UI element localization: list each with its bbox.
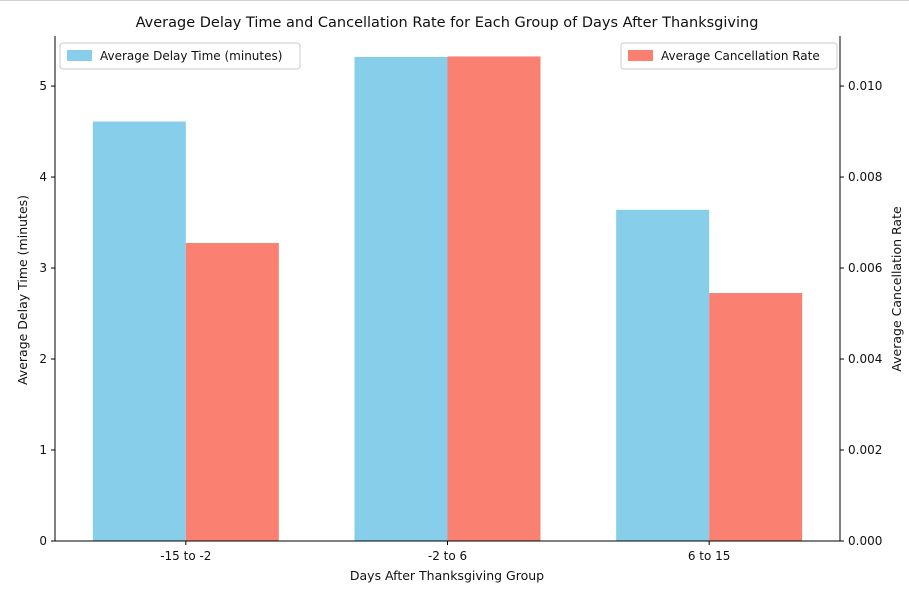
legend-delay: Average Delay Time (minutes)	[59, 42, 301, 70]
left-tick-label: 2	[39, 352, 47, 366]
left-y-axis-label: Average Delay Time (minutes)	[15, 195, 30, 385]
legend-cancellation-box	[620, 42, 838, 70]
x-tick-label: -2 to 6	[428, 549, 467, 563]
right-tick-label: 0.000	[848, 534, 882, 548]
bar-cancellation-0	[185, 243, 279, 541]
left-tick-label: 1	[39, 443, 47, 457]
x-ticks: -15 to -2 -2 to 6 6 to 15	[160, 541, 730, 563]
bar-cancellation-2	[709, 293, 803, 541]
right-y-ticks: 0.000 0.002 0.004 0.006 0.008 0.010	[840, 79, 882, 548]
bars	[92, 56, 803, 542]
x-tick-label: -15 to -2	[160, 549, 211, 563]
bar-cancellation-1	[447, 56, 541, 542]
right-tick-label: 0.004	[848, 352, 882, 366]
left-y-ticks: 0 1 2 3 4 5	[39, 79, 55, 548]
legend-delay-label: Average Delay Time (minutes)	[100, 49, 282, 63]
legend-cancellation-swatch	[628, 50, 653, 61]
x-tick-label: 6 to 15	[688, 549, 731, 563]
x-axis-label: Days After Thanksgiving Group	[350, 568, 544, 583]
right-tick-label: 0.008	[848, 170, 882, 184]
left-tick-label: 0	[39, 534, 47, 548]
bar-delay-0	[92, 121, 186, 542]
left-tick-label: 4	[39, 170, 47, 184]
chart-title: Average Delay Time and Cancellation Rate…	[136, 15, 759, 31]
legend-cancellation: Average Cancellation Rate	[620, 42, 838, 70]
right-tick-label: 0.010	[848, 79, 882, 93]
bar-delay-1	[354, 56, 448, 542]
legend-delay-swatch	[67, 50, 92, 61]
legend-delay-box	[59, 42, 301, 70]
left-tick-label: 5	[39, 79, 47, 93]
right-tick-label: 0.006	[848, 261, 882, 275]
top-border-line	[0, 0, 909, 1]
bar-delay-2	[616, 209, 710, 541]
right-y-axis-label: Average Cancellation Rate	[889, 206, 904, 372]
right-tick-label: 0.002	[848, 443, 882, 457]
left-tick-label: 3	[39, 261, 47, 275]
legend-cancellation-label: Average Cancellation Rate	[661, 49, 820, 63]
